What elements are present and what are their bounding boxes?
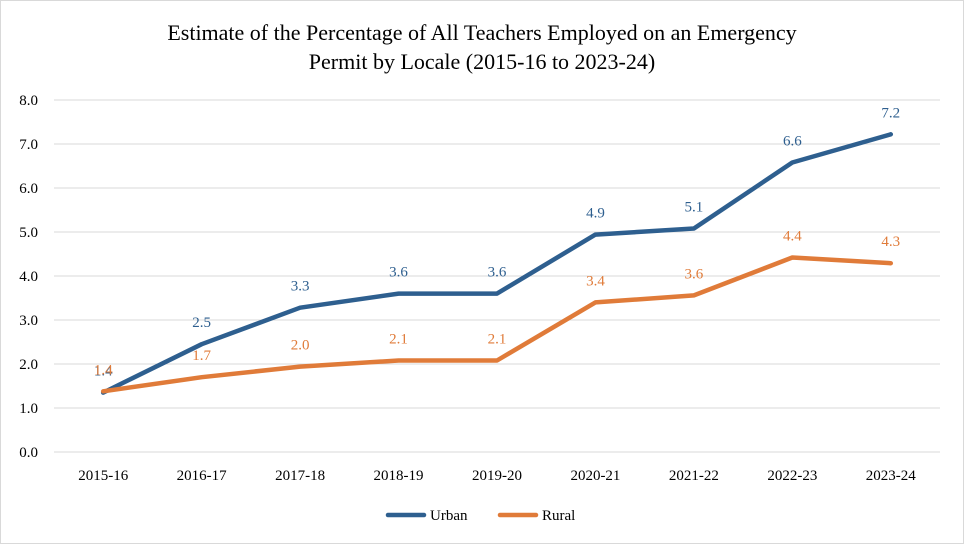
x-axis: 2015-16 2016-17 2017-18 2018-19 2019-20 2020-… <box>78 468 916 484</box>
data-label-rural: 1.4 <box>94 362 113 378</box>
data-label-rural: 4.4 <box>783 229 802 245</box>
series-line-urban <box>100 132 894 395</box>
x-tick-label: 2022-23 <box>767 468 817 484</box>
y-tick-label: 2.0 <box>19 357 38 373</box>
chart-title-line1: Estimate of the Percentage of All Teache… <box>167 20 796 45</box>
data-label-rural: 2.1 <box>488 331 507 347</box>
data-label-urban: 3.6 <box>389 265 408 281</box>
data-label-urban: 4.9 <box>586 206 605 222</box>
data-label-rural: 3.6 <box>685 266 704 282</box>
data-label-rural: 2.1 <box>389 331 408 347</box>
y-axis: 0.0 1.0 2.0 3.0 4.0 5.0 6.0 7.0 8.0 <box>19 93 38 461</box>
series-lines <box>100 132 894 395</box>
x-tick-label: 2018-19 <box>374 468 424 484</box>
x-tick-label: 2015-16 <box>78 468 128 484</box>
gridlines <box>54 99 940 453</box>
x-tick-label: 2016-17 <box>177 468 227 484</box>
x-tick-label: 2020-21 <box>570 468 620 484</box>
legend: Urban Rural <box>385 508 575 524</box>
data-label-urban: 3.3 <box>291 279 310 295</box>
data-label-urban: 3.6 <box>488 265 507 281</box>
legend-label-rural: Rural <box>542 508 575 524</box>
data-label-urban: 5.1 <box>685 199 704 215</box>
data-label-urban: 2.5 <box>192 315 211 331</box>
data-labels: 1.42.53.33.6 3.64.9 5.16.67.21.41.72.0 2.1 2… <box>94 105 900 379</box>
x-tick-label: 2019-20 <box>472 468 522 484</box>
y-tick-label: 8.0 <box>19 93 38 109</box>
y-tick-label: 7.0 <box>19 137 38 153</box>
data-label-rural: 1.7 <box>192 348 211 364</box>
y-tick-label: 1.0 <box>19 401 38 417</box>
y-tick-label: 3.0 <box>19 313 38 329</box>
x-tick-label: 2021-22 <box>669 468 719 484</box>
series-line-rural <box>100 255 894 394</box>
x-tick-label: 2023-24 <box>866 468 916 484</box>
data-label-urban: 6.6 <box>783 133 802 149</box>
data-label-urban: 1.4 <box>94 364 113 380</box>
y-tick-label: 0.0 <box>19 445 38 461</box>
data-label-rural: 2.0 <box>291 338 310 354</box>
chart-title-line2: Permit by Locale (2015-16 to 2023-24) <box>309 49 655 74</box>
x-tick-label: 2017-18 <box>275 468 325 484</box>
y-tick-label: 4.0 <box>19 269 38 285</box>
y-tick-label: 5.0 <box>19 225 38 241</box>
data-label-rural: 3.4 <box>586 273 605 289</box>
data-label-rural: 4.3 <box>881 234 900 250</box>
data-label-urban: 7.2 <box>881 105 900 121</box>
legend-label-urban: Urban <box>430 508 468 524</box>
y-tick-label: 6.0 <box>19 181 38 197</box>
